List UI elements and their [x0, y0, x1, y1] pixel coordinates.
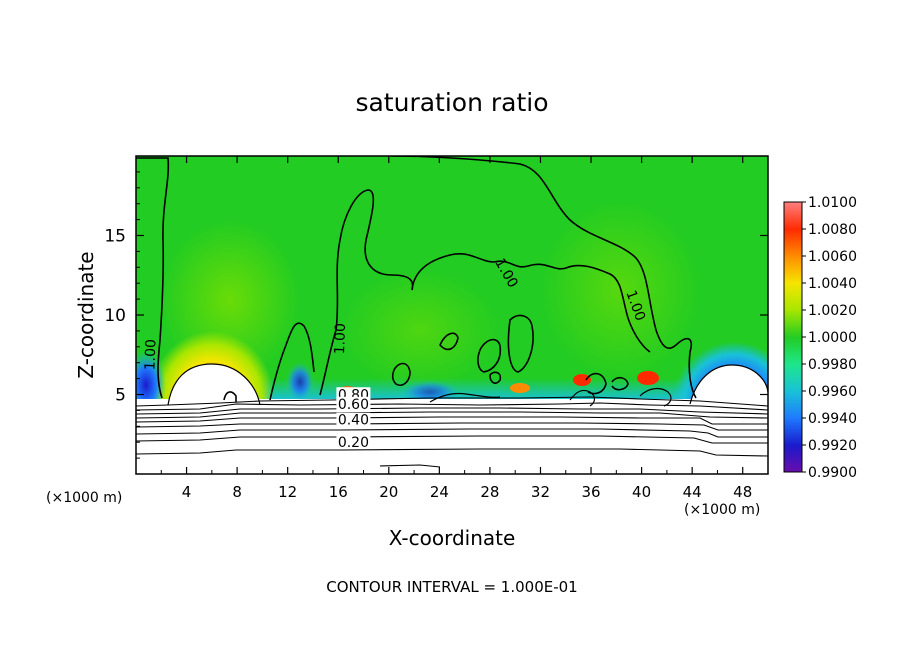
x-tick-label: 24 [430, 483, 449, 501]
x-tick-label: 32 [531, 483, 550, 501]
contour-labels: 1.001.001.001.000.800.600.400.20 [142, 256, 648, 451]
colorbar-label: 1.0020 [808, 303, 857, 319]
contour-interval-note: CONTOUR INTERVAL = 1.000E-01 [326, 578, 578, 596]
colorbar-cell [784, 337, 802, 365]
x-tick-label: 40 [632, 483, 651, 501]
colorbar-cell [784, 391, 802, 419]
colorbar-label: 0.9940 [808, 411, 857, 427]
x-tick-label: 48 [733, 483, 752, 501]
y-axis-unit: (×1000 m) [46, 490, 123, 506]
lower-cloud-edges [167, 363, 768, 407]
colorbar-cell [784, 283, 802, 311]
moist-spot [637, 371, 659, 385]
chart-title: saturation ratio [355, 88, 549, 117]
colorbar-label: 1.0100 [808, 195, 857, 211]
x-tick-label: 16 [329, 483, 348, 501]
shaded-field [136, 156, 768, 474]
colorbar-cell [784, 418, 802, 446]
saturation-contour-1.00 [136, 156, 697, 402]
left-cloud-void [168, 364, 260, 405]
colorbar-cell [784, 310, 802, 338]
contour-label: 0.60 [338, 397, 369, 413]
colorbar-label: 1.0040 [808, 276, 857, 292]
y-axis-ticks: 5 10 15 [104, 171, 768, 459]
x-tick-label: 44 [683, 483, 702, 501]
colorbar-label: 1.0000 [808, 330, 857, 346]
colorbar-label: 1.0060 [808, 249, 857, 265]
colorbar-label: 0.9920 [808, 438, 857, 454]
contour-label-bg [336, 434, 371, 449]
colorbar-cell [784, 202, 802, 230]
y-tick-label: 5 [115, 386, 126, 406]
contour-label-bg [336, 396, 371, 411]
x-axis-unit: (×1000 m) [684, 502, 761, 518]
contour-label: 1.00 [142, 339, 159, 371]
upper-moist-patch [340, 270, 500, 390]
contour-label-bg [336, 412, 371, 427]
colorbar-cell [784, 364, 802, 392]
x-tick-label: 20 [379, 483, 398, 501]
y-tick-label: 10 [104, 306, 126, 326]
upper-moist-patch [540, 200, 700, 380]
moist-spot [573, 374, 591, 386]
contour-label: 0.40 [338, 413, 369, 429]
x-axis-label: X-coordinate [388, 526, 516, 550]
colorbar-label: 1.0080 [808, 222, 857, 238]
x-tick-label: 4 [182, 483, 192, 501]
colorbar-label: 0.9900 [808, 465, 857, 481]
contour-label: 0.20 [338, 435, 369, 451]
colorbar: 0.9900 0.9920 0.9940 0.9960 0.9980 1.0000 1.00… [783, 195, 857, 481]
colorbar-label: 0.9960 [808, 384, 857, 400]
x-tick-label: 36 [581, 483, 600, 501]
x-axis-ticks: 4 8 12 16 20 24 28 32 36 40 44 48 [160, 156, 752, 501]
dry-patch [286, 362, 314, 402]
colorbar-cell [784, 229, 802, 257]
x-tick-label: 12 [278, 483, 297, 501]
colorbar-label: 0.9980 [808, 357, 857, 373]
y-tick-label: 15 [104, 227, 126, 247]
moist-spot [510, 383, 530, 393]
x-tick-label: 28 [480, 483, 499, 501]
right-cloud-void [690, 365, 768, 404]
x-tick-label: 8 [232, 483, 242, 501]
colorbar-cell [784, 256, 802, 284]
contour-label: 1.00 [332, 323, 349, 355]
colorbar-cell [784, 445, 802, 473]
